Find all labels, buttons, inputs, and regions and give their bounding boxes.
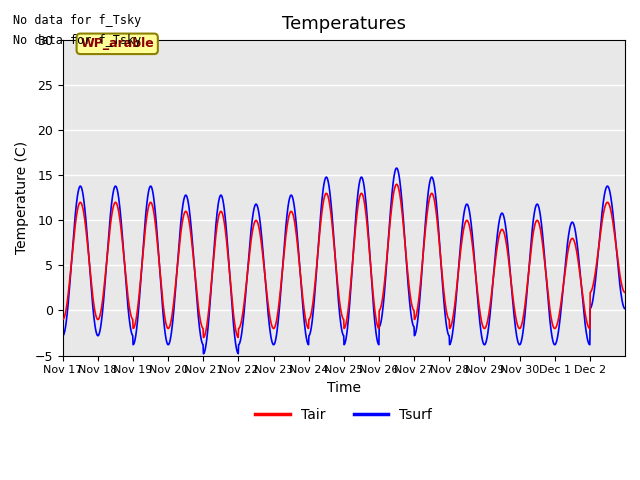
X-axis label: Time: Time [327,381,361,395]
Legend: Tair, Tsurf: Tair, Tsurf [250,402,438,428]
Text: No data for f_Tsky: No data for f_Tsky [13,34,141,47]
Title: Temperatures: Temperatures [282,15,406,33]
Text: No data for f_Tsky: No data for f_Tsky [13,14,141,27]
Y-axis label: Temperature (C): Temperature (C) [15,141,29,254]
Text: WP_arable: WP_arable [81,37,154,50]
